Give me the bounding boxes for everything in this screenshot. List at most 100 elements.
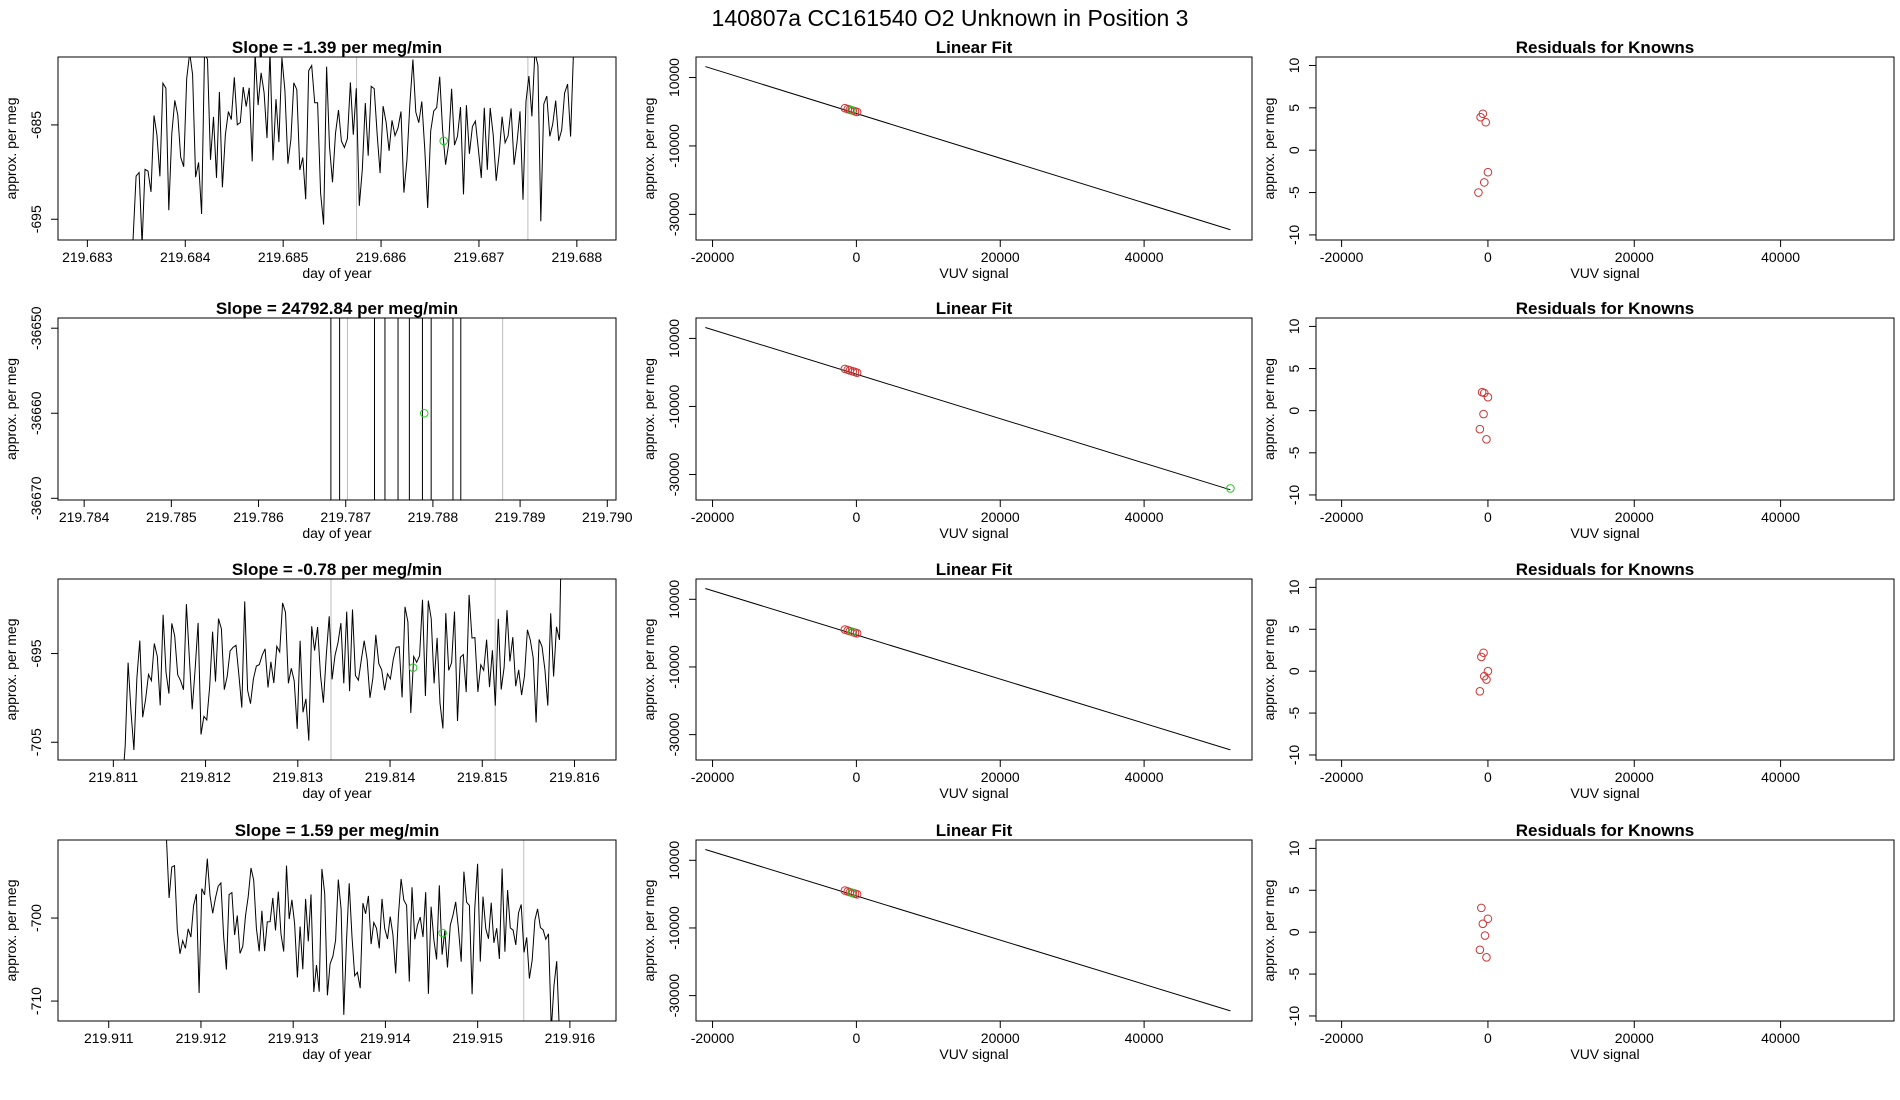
chart-10-xtick-label: 219.912 bbox=[176, 1030, 227, 1046]
chart-6-xlabel: VUV signal bbox=[1570, 525, 1639, 541]
chart-3-xtick-label: 0 bbox=[1484, 249, 1492, 265]
chart-11-xtick-label: -20000 bbox=[691, 1030, 735, 1046]
chart-9-xtick-label: 20000 bbox=[1615, 769, 1654, 785]
chart-8-xtick-label: -20000 bbox=[691, 769, 735, 785]
chart-10-frame bbox=[57, 839, 617, 1022]
chart-8-xtick-label: 40000 bbox=[1125, 769, 1164, 785]
chart-7-xtick-label: 219.813 bbox=[272, 769, 323, 785]
chart-7-xtick-label: 219.814 bbox=[365, 769, 416, 785]
chart-2-frame bbox=[695, 56, 1253, 241]
chart-6-known-point bbox=[1479, 409, 1488, 419]
chart-7-frame bbox=[57, 578, 617, 761]
chart-8-ytick-label: -30000 bbox=[666, 713, 682, 757]
chart-2-ytick-label: -10000 bbox=[666, 124, 682, 168]
chart-10-title: Slope = 1.59 per meg/min bbox=[235, 821, 440, 840]
chart-4-xtick-label: 219.788 bbox=[408, 509, 459, 525]
chart-9-ytick-label: -5 bbox=[1286, 707, 1302, 720]
chart-11-frame bbox=[695, 839, 1253, 1022]
chart-12-title: Residuals for Knowns bbox=[1516, 821, 1695, 840]
chart-12-ytick-label: 0 bbox=[1286, 928, 1302, 936]
chart-3-xtick-label: 20000 bbox=[1615, 249, 1654, 265]
chart-11-ytick-label: -10000 bbox=[666, 906, 682, 950]
chart-9-known-point bbox=[1475, 686, 1485, 696]
chart-5-ytick-label: 10000 bbox=[666, 319, 682, 358]
chart-4-unknown-point bbox=[419, 408, 429, 418]
chart-10: Slope = 1.59 per meg/min day of year appro… bbox=[3, 821, 617, 1062]
chart-1-title: Slope = -1.39 per meg/min bbox=[232, 38, 442, 57]
chart-12: Residuals for Knowns VUV signal approx. pe… bbox=[1261, 821, 1895, 1062]
chart-3-plot-area bbox=[1474, 109, 1493, 197]
chart-5: Linear Fit VUV signal approx. per meg -2000… bbox=[641, 299, 1253, 541]
chart-1-xlabel: day of year bbox=[302, 265, 372, 281]
chart-10-ytick-label: -700 bbox=[28, 904, 44, 932]
chart-9-known-point bbox=[1482, 675, 1491, 684]
chart-6-title: Residuals for Knowns bbox=[1516, 299, 1695, 318]
chart-6-xtick-label: -20000 bbox=[1320, 509, 1364, 525]
chart-6-xtick-label: 40000 bbox=[1761, 509, 1800, 525]
chart-9-known-point bbox=[1479, 648, 1488, 658]
chart-2-title: Linear Fit bbox=[936, 38, 1013, 57]
chart-4-title: Slope = 24792.84 per meg/min bbox=[216, 299, 458, 318]
chart-8-title: Linear Fit bbox=[936, 560, 1013, 579]
chart-12-known-point bbox=[1477, 903, 1486, 913]
chart-5-xtick-label: 20000 bbox=[981, 509, 1020, 525]
chart-8-frame bbox=[695, 578, 1253, 761]
chart-1-ytick-label: -695 bbox=[28, 205, 44, 233]
chart-7-title: Slope = -0.78 per meg/min bbox=[232, 560, 442, 579]
chart-2-xtick-label: 0 bbox=[853, 249, 861, 265]
chart-7-xtick-label: 219.811 bbox=[89, 769, 139, 785]
chart-8-ytick-label: -10000 bbox=[666, 645, 682, 689]
chart-4-plot-area bbox=[330, 318, 504, 500]
chart-8: Linear Fit VUV signal approx. per meg -2000… bbox=[641, 560, 1253, 801]
chart-3-known-point bbox=[1481, 117, 1491, 127]
chart-1-xtick-label: 219.686 bbox=[356, 249, 407, 265]
chart-5-xtick-label: -20000 bbox=[691, 509, 735, 525]
chart-11-ytick-label: -30000 bbox=[666, 974, 682, 1018]
chart-7-ylabel: approx. per meg bbox=[3, 619, 19, 721]
chart-2-known-point bbox=[852, 107, 862, 117]
chart-4: Slope = 24792.84 per meg/min day of year a… bbox=[3, 299, 633, 541]
chart-7-xtick-label: 219.815 bbox=[457, 769, 508, 785]
chart-1-ytick-label: -685 bbox=[28, 111, 44, 139]
chart-1-unknown-point bbox=[439, 136, 449, 146]
chart-1-frame bbox=[57, 56, 617, 241]
chart-2-unknown-point bbox=[847, 105, 856, 115]
chart-4-ytick-label: -36670 bbox=[28, 476, 44, 520]
chart-3-ytick-label: 10 bbox=[1286, 57, 1302, 73]
chart-9-ytick-label: 5 bbox=[1286, 625, 1302, 633]
chart-5-xtick-label: 40000 bbox=[1125, 509, 1164, 525]
chart-2-ylabel: approx. per meg bbox=[641, 98, 657, 200]
chart-12-xtick-label: 20000 bbox=[1615, 1030, 1654, 1046]
chart-10-plot-area bbox=[166, 840, 560, 1021]
chart-9-ylabel: approx. per meg bbox=[1261, 619, 1277, 721]
chart-12-known-point bbox=[1478, 919, 1488, 929]
chart-4-xtick-label: 219.786 bbox=[233, 509, 284, 525]
chart-7-series-line bbox=[123, 579, 562, 760]
chart-2-fit-line bbox=[705, 66, 1231, 231]
chart-4-ytick-label: -36650 bbox=[28, 306, 44, 350]
chart-1-xtick-label: 219.688 bbox=[552, 249, 603, 265]
chart-4-xtick-label: 219.790 bbox=[582, 509, 633, 525]
chart-9-frame bbox=[1315, 578, 1895, 761]
chart-7-ytick-label: -695 bbox=[28, 639, 44, 667]
chart-1: Slope = -1.39 per meg/min day of year appr… bbox=[3, 38, 617, 281]
chart-10-xlabel: day of year bbox=[302, 1046, 372, 1062]
chart-9: Residuals for Knowns VUV signal approx. pe… bbox=[1261, 560, 1895, 801]
chart-12-frame bbox=[1315, 839, 1895, 1022]
chart-4-xlabel: day of year bbox=[302, 525, 372, 541]
chart-6: Residuals for Knowns VUV signal approx. pe… bbox=[1261, 299, 1895, 541]
chart-9-ytick-label: 0 bbox=[1286, 667, 1302, 675]
chart-12-known-point bbox=[1480, 931, 1490, 940]
chart-4-xtick-label: 219.787 bbox=[320, 509, 371, 525]
chart-7-xlabel: day of year bbox=[302, 785, 372, 801]
chart-6-known-point bbox=[1475, 424, 1485, 434]
chart-7-xtick-label: 219.816 bbox=[549, 769, 600, 785]
chart-1-xtick-label: 219.684 bbox=[160, 249, 211, 265]
chart-2-ytick-label: 10000 bbox=[666, 58, 682, 97]
chart-3-known-point bbox=[1476, 112, 1485, 122]
panel-grid: Slope = -1.39 per meg/min day of year appr… bbox=[3, 38, 1895, 1062]
chart-12-ytick-label: -10 bbox=[1286, 1006, 1302, 1026]
chart-11: Linear Fit VUV signal approx. per meg -2000… bbox=[641, 821, 1253, 1062]
chart-8-xlabel: VUV signal bbox=[939, 785, 1008, 801]
